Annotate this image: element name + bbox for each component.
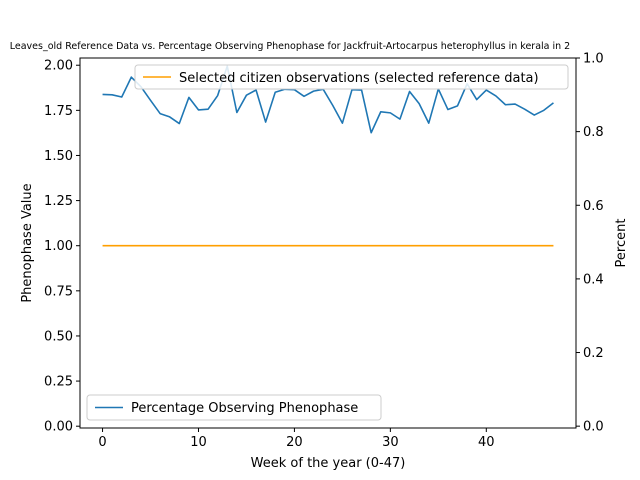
y-left-tick-label: 2.00 — [44, 59, 73, 74]
y-axis-left: 0.00 0.25 0.50 0.75 1.00 1.25 1.50 1.75 2.00 — [44, 59, 80, 435]
y-left-tick-label: 0.75 — [44, 284, 73, 299]
y-right-tick-label: 0.4 — [583, 272, 604, 287]
y-right-tick-label: 0.2 — [583, 346, 604, 361]
legend-percentage: Percentage Observing Phenophase — [86, 394, 382, 421]
y-left-tick-label: 1.00 — [44, 239, 73, 254]
x-tick-label: 0 — [98, 435, 106, 450]
percentage-series-line — [102, 65, 554, 134]
y-axis-left-label: Phenophase Value — [20, 183, 35, 302]
series-layer — [102, 65, 554, 247]
y-left-tick-label: 0.00 — [44, 420, 73, 435]
y-right-tick-label: 0.0 — [583, 420, 604, 435]
y-right-tick-label: 1.0 — [583, 52, 604, 67]
x-axis: 0 10 20 30 40 — [98, 428, 495, 450]
y-axis-right-label: Percent — [614, 219, 629, 268]
legend-percentage-box — [86, 394, 382, 421]
y-left-tick-label: 0.50 — [44, 329, 73, 344]
legend-reference-label: Selected citizen observations (selected … — [179, 71, 539, 86]
x-axis-label: Week of the year (0-47) — [251, 456, 406, 471]
legend-reference: Selected citizen observations (selected … — [134, 64, 569, 90]
y-left-tick-label: 1.75 — [44, 104, 73, 119]
chart-title: Leaves_old Reference Data vs. Percentage… — [10, 41, 570, 52]
x-tick-label: 20 — [286, 435, 303, 450]
y-left-tick-label: 1.50 — [44, 149, 73, 164]
legend-percentage-label: Percentage Observing Phenophase — [131, 401, 358, 416]
y-right-tick-label: 0.8 — [583, 125, 604, 140]
y-left-tick-label: 1.25 — [44, 194, 73, 209]
legend-reference-box — [134, 64, 569, 90]
plot-frame — [79, 57, 577, 429]
y-axis-right: 0.0 0.2 0.4 0.6 0.8 1.0 — [576, 52, 604, 435]
y-left-tick-label: 0.25 — [44, 375, 73, 390]
x-tick-label: 30 — [382, 435, 399, 450]
x-tick-label: 40 — [478, 435, 495, 450]
x-tick-label: 10 — [190, 435, 207, 450]
y-right-tick-label: 0.6 — [583, 199, 604, 214]
